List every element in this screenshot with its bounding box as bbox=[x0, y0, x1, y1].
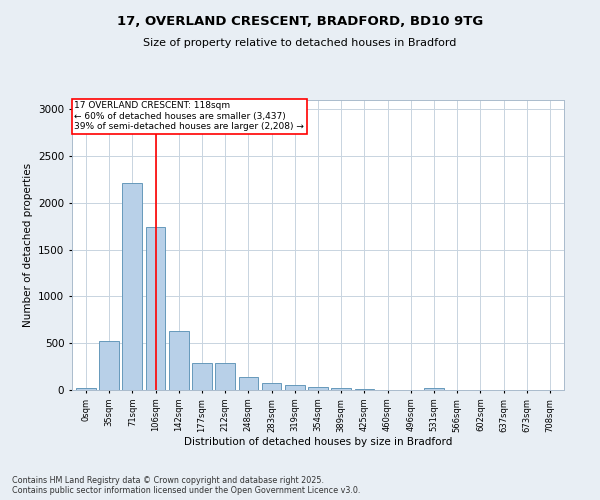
Y-axis label: Number of detached properties: Number of detached properties bbox=[23, 163, 32, 327]
Bar bbox=[169, 330, 188, 390]
X-axis label: Distribution of detached houses by size in Bradford: Distribution of detached houses by size … bbox=[184, 437, 452, 447]
Bar bbox=[76, 388, 96, 390]
Bar bbox=[99, 342, 119, 390]
Text: 17, OVERLAND CRESCENT, BRADFORD, BD10 9TG: 17, OVERLAND CRESCENT, BRADFORD, BD10 9T… bbox=[117, 15, 483, 28]
Text: Contains HM Land Registry data © Crown copyright and database right 2025.
Contai: Contains HM Land Registry data © Crown c… bbox=[12, 476, 361, 495]
Bar bbox=[122, 184, 142, 390]
Bar bbox=[355, 388, 374, 390]
Bar bbox=[308, 387, 328, 390]
Bar bbox=[285, 385, 305, 390]
Text: 17 OVERLAND CRESCENT: 118sqm
← 60% of detached houses are smaller (3,437)
39% of: 17 OVERLAND CRESCENT: 118sqm ← 60% of de… bbox=[74, 102, 304, 132]
Text: Size of property relative to detached houses in Bradford: Size of property relative to detached ho… bbox=[143, 38, 457, 48]
Bar bbox=[331, 388, 351, 390]
Bar bbox=[146, 227, 166, 390]
Bar bbox=[215, 363, 235, 390]
Bar bbox=[424, 388, 444, 390]
Bar bbox=[192, 363, 212, 390]
Bar bbox=[262, 383, 281, 390]
Bar bbox=[239, 377, 258, 390]
